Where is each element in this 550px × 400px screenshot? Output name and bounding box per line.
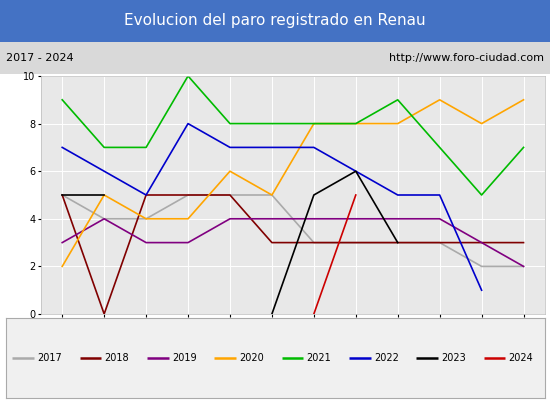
Text: 2023: 2023 (441, 353, 466, 363)
Text: http://www.foro-ciudad.com: http://www.foro-ciudad.com (389, 53, 544, 63)
Text: 2017: 2017 (37, 353, 62, 363)
Text: 2018: 2018 (104, 353, 129, 363)
Text: 2019: 2019 (172, 353, 196, 363)
Text: 2017 - 2024: 2017 - 2024 (6, 53, 73, 63)
Text: 2021: 2021 (306, 353, 331, 363)
Text: 2024: 2024 (509, 353, 534, 363)
Text: 2020: 2020 (239, 353, 264, 363)
Text: Evolucion del paro registrado en Renau: Evolucion del paro registrado en Renau (124, 14, 426, 28)
Text: 2022: 2022 (374, 353, 399, 363)
